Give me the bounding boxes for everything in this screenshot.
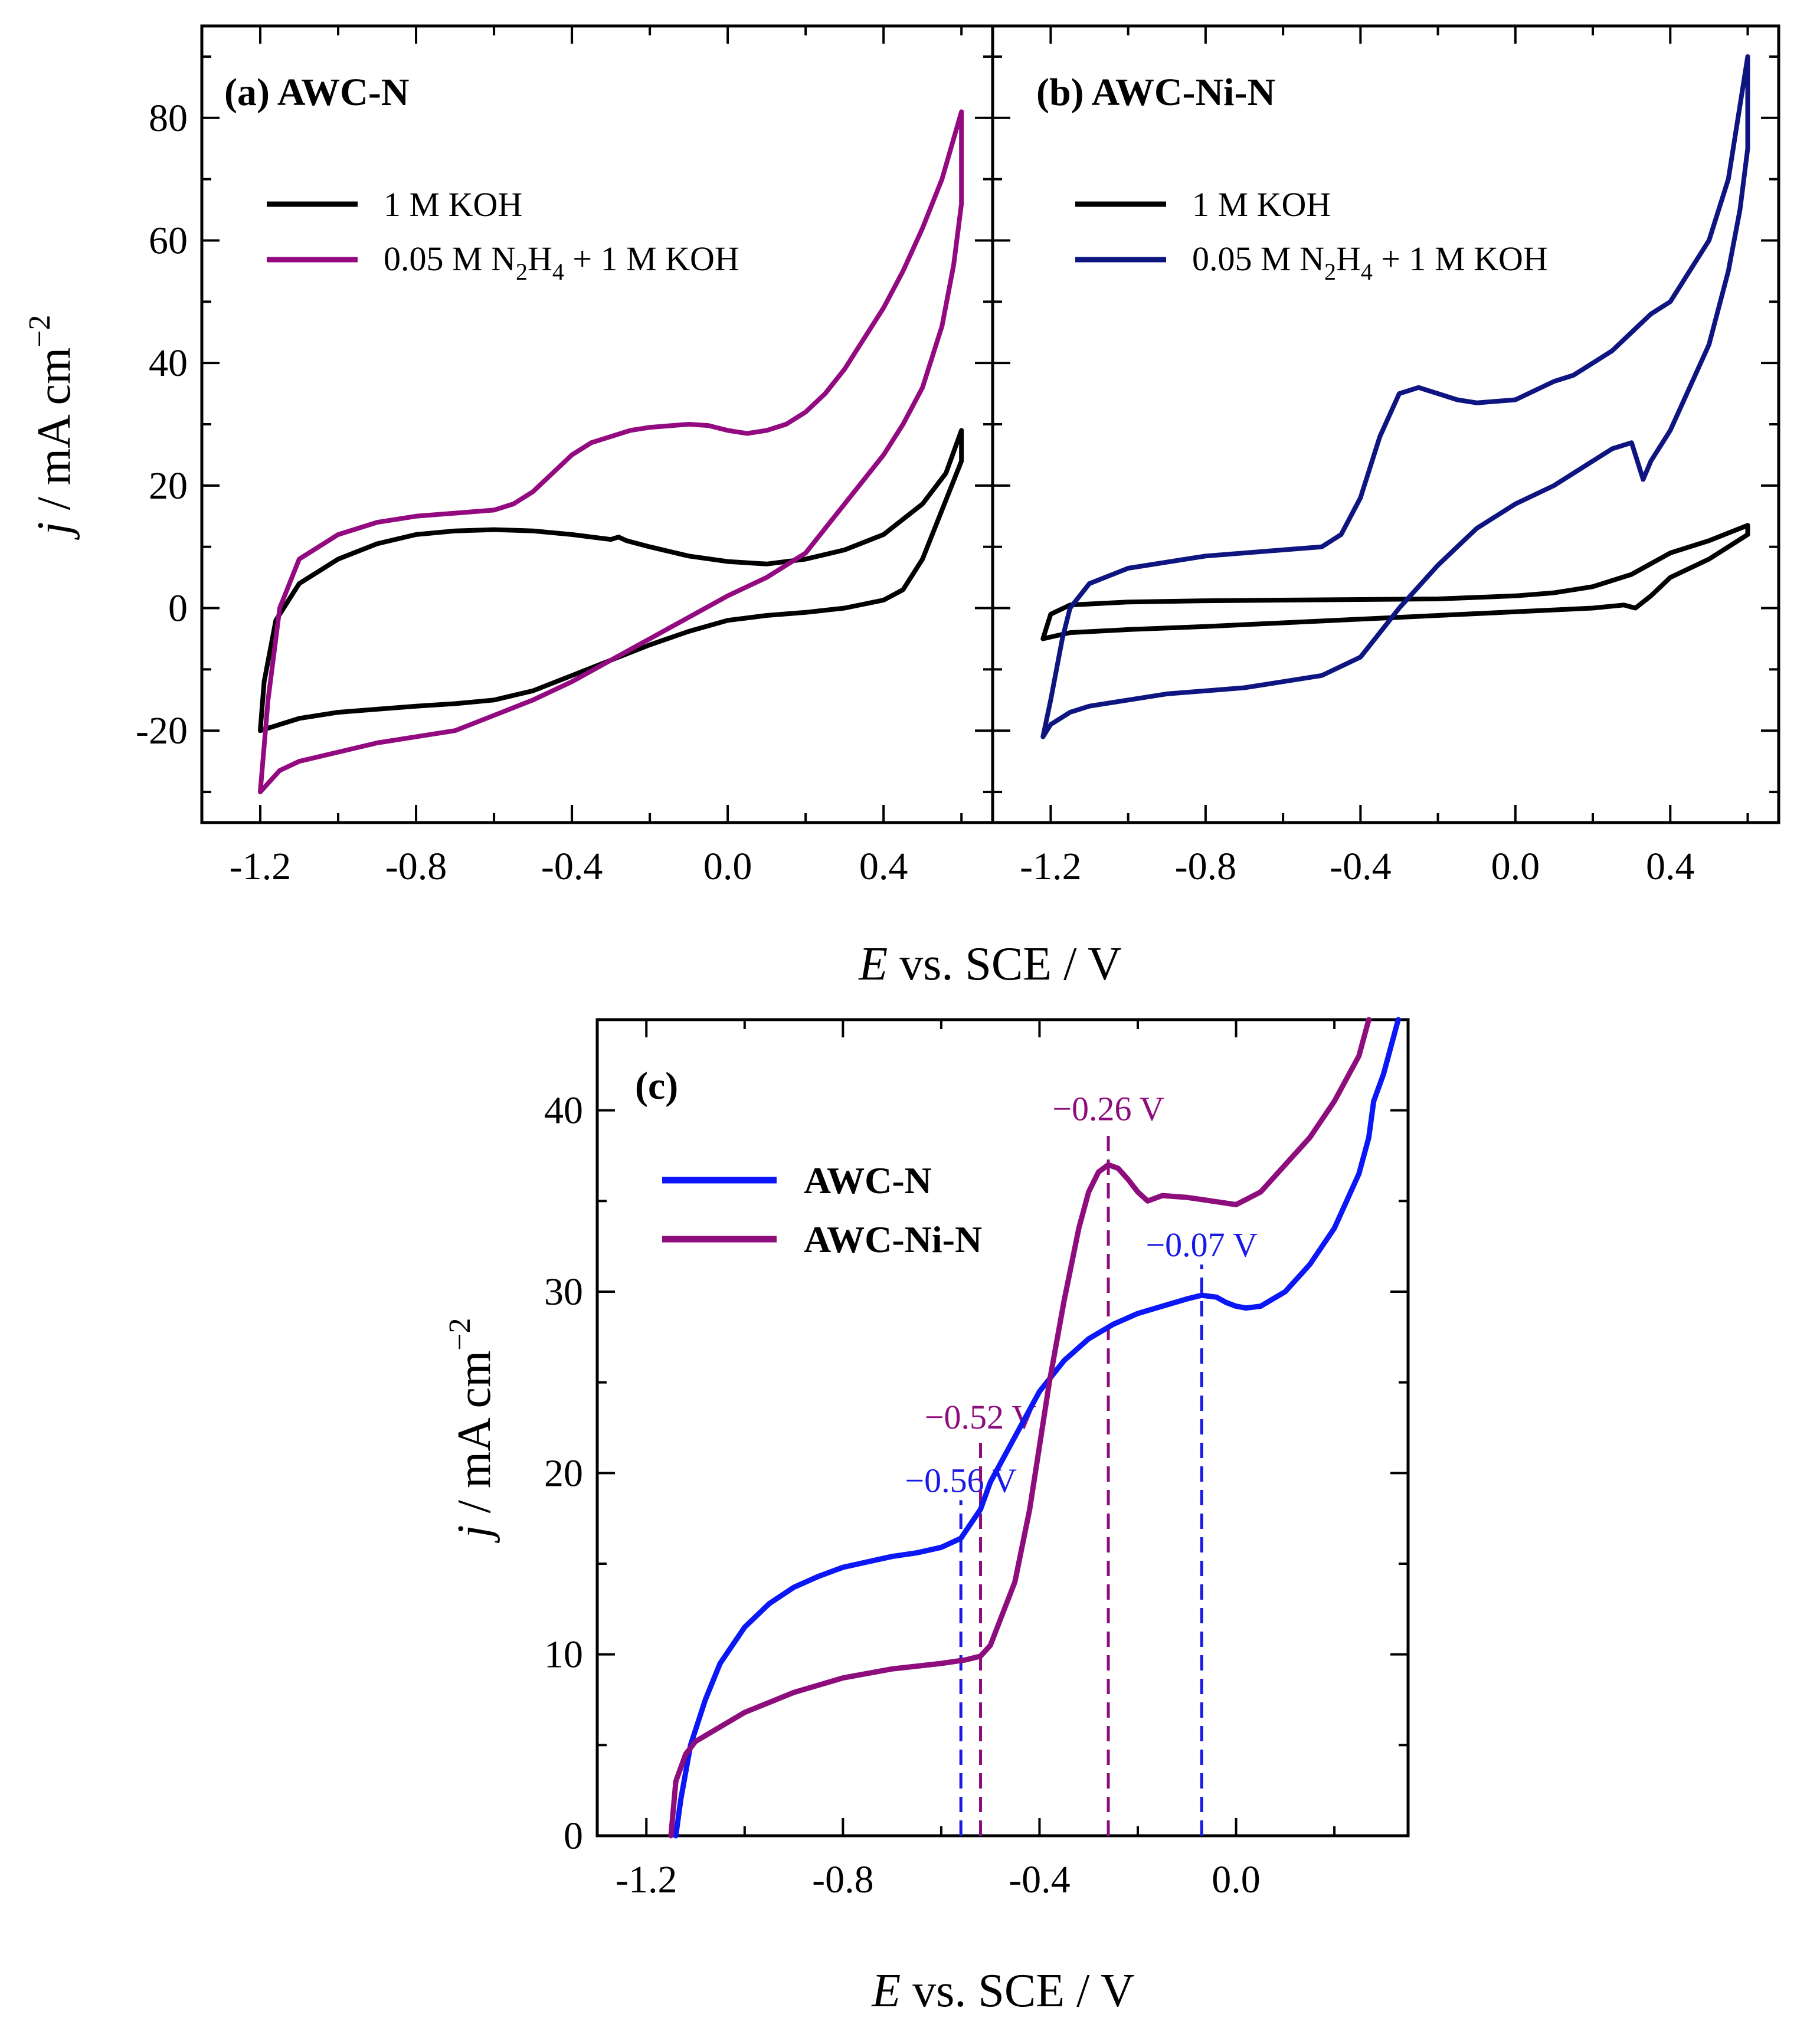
annotation-label: −0.07 V [1145,1226,1258,1264]
panel-c-frame [595,1018,1410,1838]
y-tick-label: 10 [544,1633,583,1676]
x-tick-label: 0.0 [1491,845,1540,888]
y-tick-label: 60 [149,219,188,262]
x-tick-label: -0.4 [541,845,603,888]
panel-b-series [1040,54,1750,739]
panel-b-legend: 1 M KOH 0.05 M N2H4 + 1 M KOH [1075,185,1548,285]
legend-b-label-hydrazine: 0.05 M N2H4 + 1 M KOH [1192,240,1548,285]
legend-a-label-koh: 1 M KOH [384,185,522,224]
x-tick-label: -0.4 [1009,1858,1070,1901]
y-tick-label: 40 [544,1089,583,1132]
panel-a-ticks: -1.2 -0.8 -0.4 0.0 0.4 -20 0 20 40 60 80 [136,26,993,888]
legend-a-label-hydrazine: 0.05 M N2H4 + 1 M KOH [384,240,739,285]
panel-b-label: (b) AWC-Ni-N [1036,71,1275,114]
y-tick-label: 0 [168,587,188,630]
y-tick-label: 40 [149,342,188,385]
panel-a-series [258,109,964,795]
series-line-first [1040,523,1750,641]
x-tick-label: -0.8 [1175,845,1236,888]
x-tick-label: -1.2 [1020,845,1081,888]
series-line-second [1040,54,1750,739]
x-tick-label: 0.0 [1212,1858,1261,1901]
x-tick-label: 0.4 [1646,845,1695,888]
legend-c-label-awc-ni-n: AWC-Ni-N [804,1219,982,1260]
panel-c-label: (c) [635,1065,678,1108]
legend-b-label-koh: 1 M KOH [1192,185,1331,224]
ab-y-axis-title: j / mA cm−2 [23,315,80,540]
series-line-second [668,1017,1371,1839]
x-tick-label: -0.4 [1330,845,1391,888]
x-tick-label: -1.2 [616,1858,677,1901]
x-tick-label: -0.8 [812,1858,873,1901]
y-tick-label: 20 [544,1452,583,1495]
panel-b: -1.2 -0.8 -0.4 0.0 0.4 (b) AWC-Ni-N 1 M KOH … [991,24,1780,888]
legend-c-label-awc-n: AWC-N [804,1160,932,1201]
panel-c-series [668,1017,1401,1839]
panel-c-legend: AWC-N AWC-Ni-N [662,1160,982,1260]
panel-a-label: (a) AWC-N [224,71,409,114]
x-tick-label: -0.8 [385,845,447,888]
panel-b-ticks: -1.2 -0.8 -0.4 0.0 0.4 [993,26,1779,888]
y-tick-label: 80 [149,97,188,140]
series-line-first [673,1017,1401,1839]
panel-a-legend: 1 M KOH 0.05 M N2H4 + 1 M KOH [267,185,739,285]
ab-x-axis-title: E vs. SCE / V [858,938,1121,990]
y-tick-label: 20 [149,464,188,507]
y-tick-label: 30 [544,1270,583,1314]
y-tick-label: 0 [564,1814,583,1858]
panel-a: -1.2 -0.8 -0.4 0.0 0.4 -20 0 20 40 60 80 (a) AWC-N… [136,24,994,888]
series-line-first [258,428,964,733]
series-line-second [258,109,964,795]
panel-c-ticks: -1.2 -0.8 -0.4 0.0 0 10 20 30 40 [544,1018,1408,1901]
x-tick-label: 0.4 [859,845,908,888]
c-x-axis-title: E vs. SCE / V [871,1965,1134,2017]
x-tick-label: -1.2 [230,845,291,888]
annotation-label: −0.26 V [1052,1089,1164,1128]
y-tick-label: -20 [136,709,188,752]
c-y-axis-title: j / mA cm−2 [443,1318,500,1543]
x-tick-label: 0.0 [703,845,752,888]
